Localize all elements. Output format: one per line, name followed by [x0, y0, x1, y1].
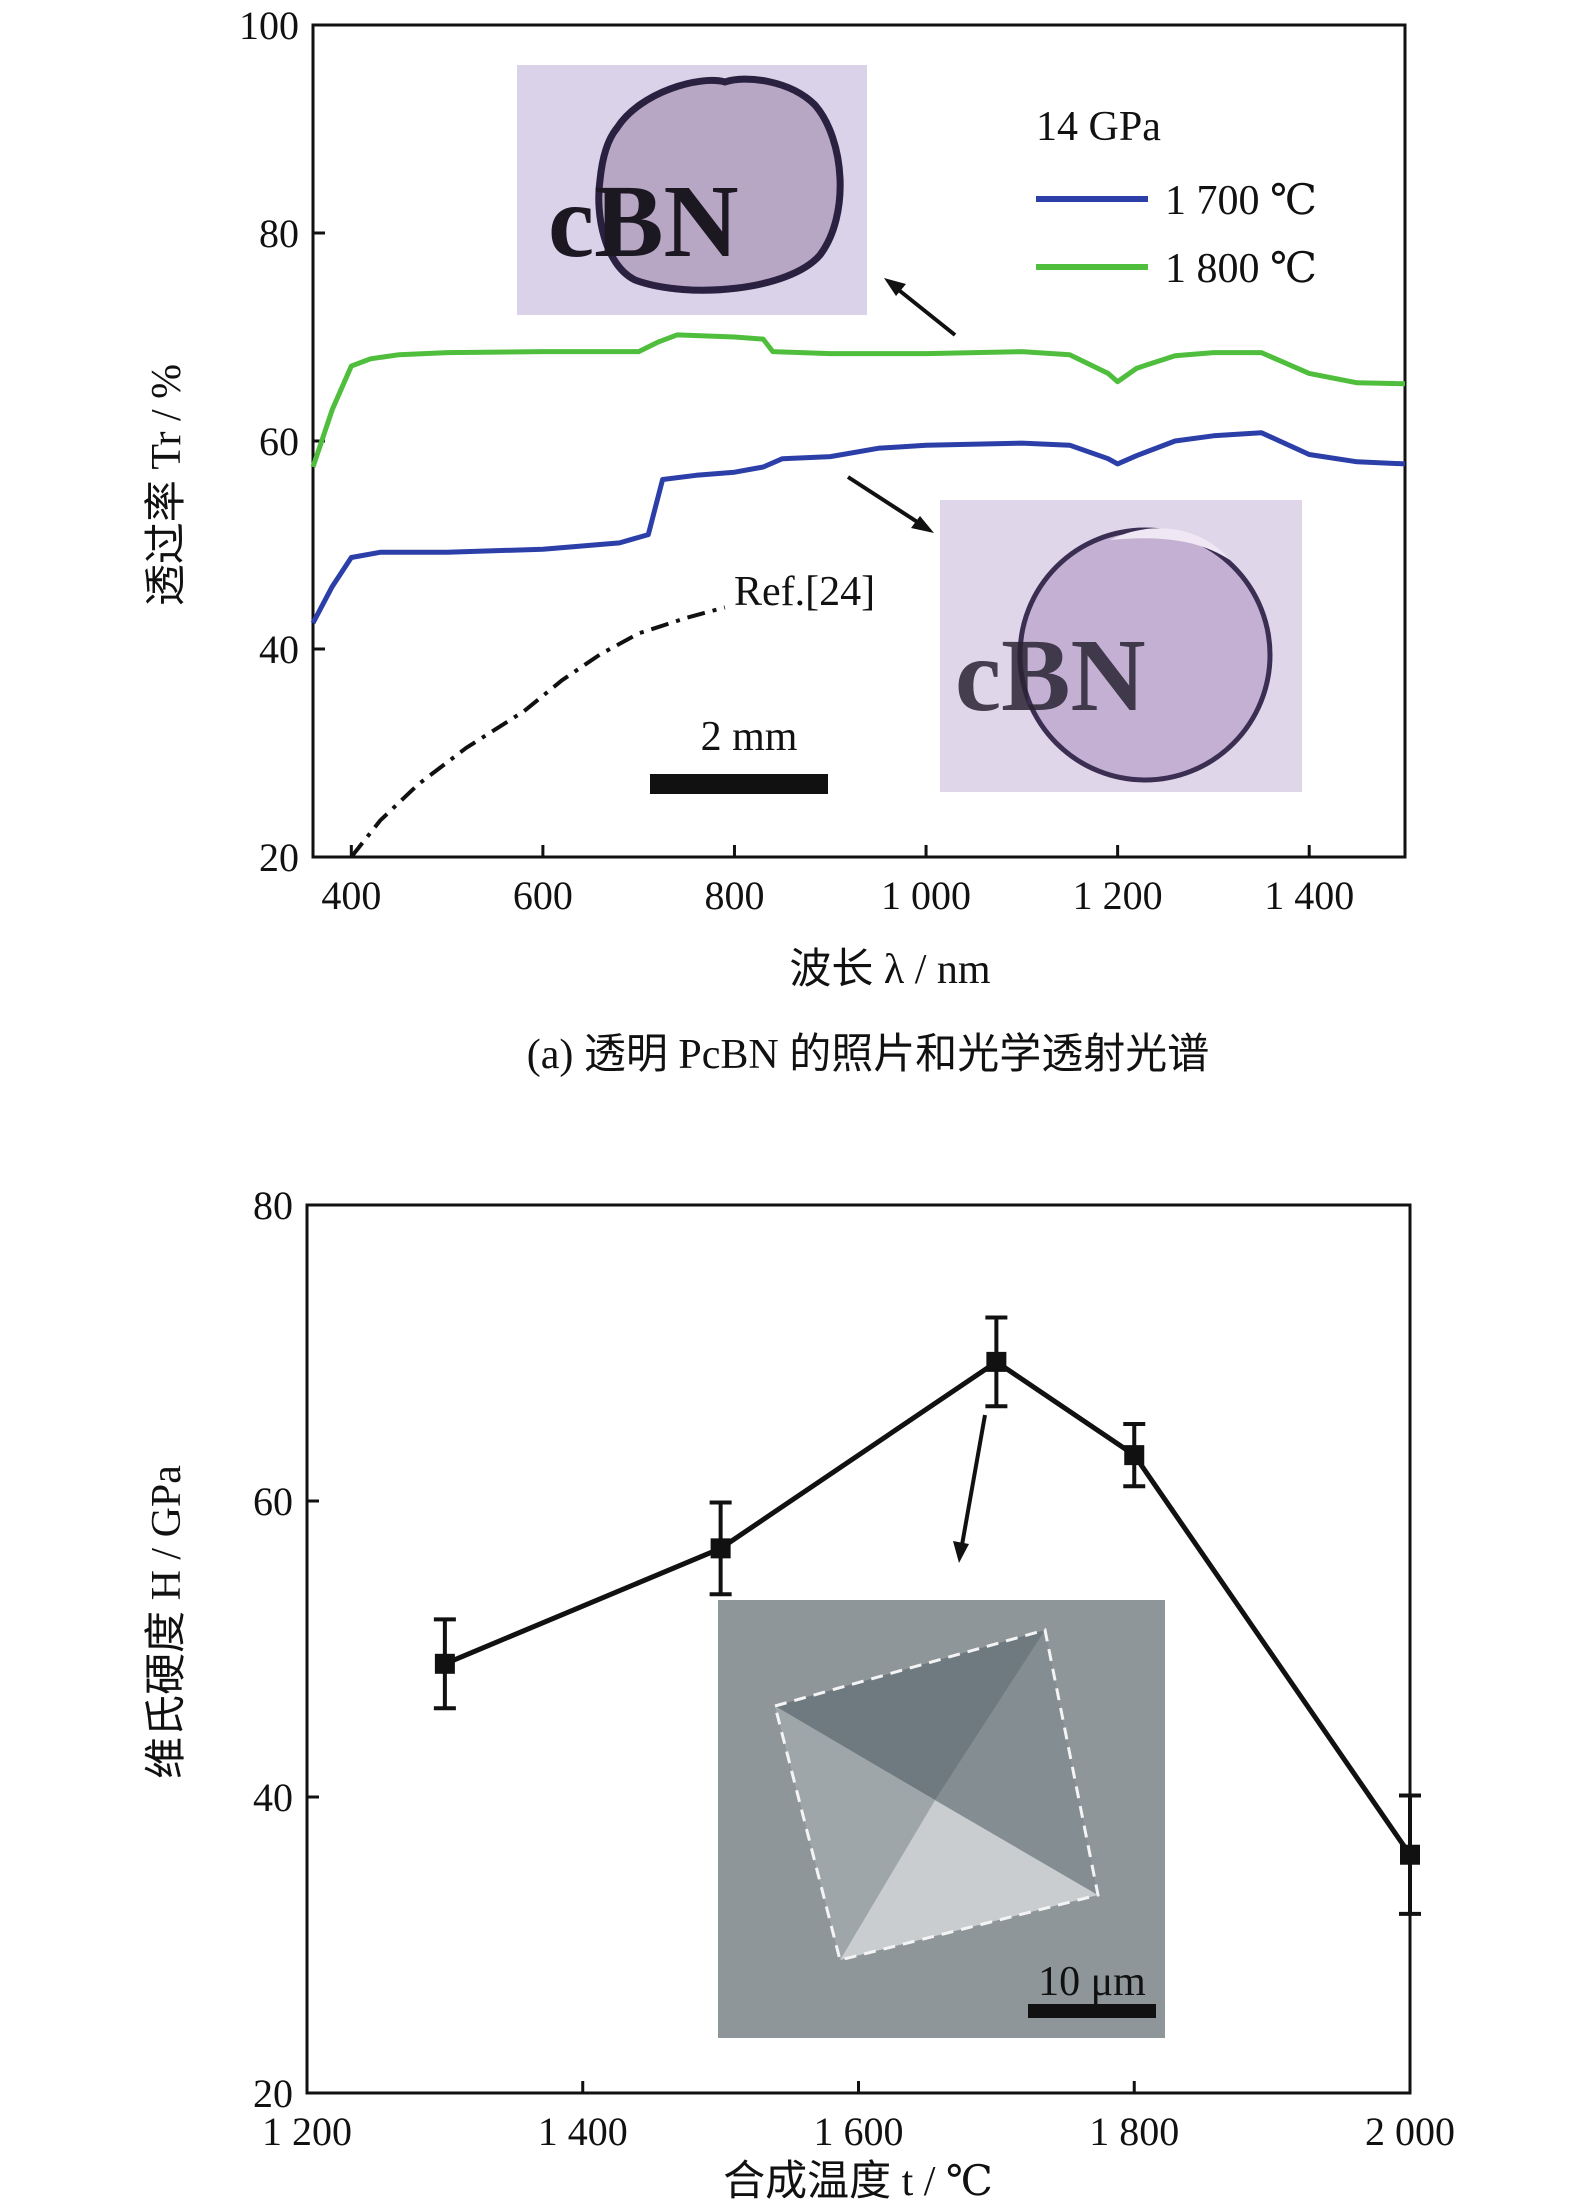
data-point-marker	[434, 1653, 455, 1674]
scale-bar-label-10um: 10 μm	[1038, 1959, 1146, 2005]
caption-a: (a) 透明 PcBN 的照片和光学透射光谱	[527, 1031, 1209, 1078]
axis-a-x-tick-label: 400	[321, 873, 381, 918]
legend-label-1800: 1 800 ℃	[1165, 246, 1317, 292]
scale-bar-label-2mm: 2 mm	[701, 714, 798, 760]
axis-b-x-tick-label: 2 000	[1365, 2109, 1455, 2154]
legend-label-1700: 1 700 ℃	[1165, 178, 1317, 224]
axis-a-x-tick-label: 1 400	[1264, 873, 1354, 918]
ref-label: Ref.[24]	[734, 569, 875, 615]
plot-area-a	[310, 332, 1406, 859]
axis-a-y-tick-label: 60	[259, 419, 299, 464]
axis-a-x-tick-label: 1 000	[881, 873, 971, 918]
axis-a-x-tick-label: 800	[704, 873, 764, 918]
series-line-s0	[310, 430, 1406, 625]
arrow-to-photo-bottom	[846, 475, 934, 533]
panel-b: 10 μm 1 200 1 400 1 600 1 800 2 00020406080 …	[144, 1183, 1455, 2205]
legend-a: 14 GPa 1 700 ℃ 1 800 ℃	[1036, 104, 1317, 292]
sample-photo-1700: cBN	[940, 500, 1302, 792]
data-point-marker	[1400, 1844, 1420, 1865]
axis-b-y-tick-label: 60	[253, 1479, 293, 1524]
legend-title: 14 GPa	[1036, 104, 1161, 150]
y-axis-label-b: 维氏硬度 H / GPa	[144, 1465, 190, 1779]
axis-b-x-tick-label: 1 800	[1089, 2109, 1179, 2154]
axes-b: 1 200 1 400 1 600 1 800 2 000 20 40 60 80	[253, 1183, 1455, 2154]
axis-b-x-tick-label: 1 200	[262, 2109, 352, 2154]
axis-a-y-tick-label: 80	[259, 211, 299, 256]
y-axis-label-a: 透过率 Tr / %	[143, 364, 190, 606]
axis-a-y-tick-label: 20	[259, 835, 299, 880]
axis-a-x-tick-label: 1 200	[1073, 873, 1163, 918]
data-point-marker	[710, 1538, 731, 1559]
arrow-to-photo-top	[884, 278, 957, 337]
axis-b-y-tick-label: 40	[253, 1775, 293, 1820]
axis-b-y-tick-label: 80	[253, 1183, 293, 1228]
sample-photo-1800: cBN	[517, 65, 867, 315]
series-line-ref	[349, 605, 726, 859]
cbn-label-bottom: cBN	[955, 618, 1146, 733]
panel-a: cBN cBN 400 600 800 1 000 1 200 1 400 20 40 60 80…	[143, 3, 1407, 1078]
axis-b-y-tick-label: 20	[253, 2071, 293, 2116]
plot-area-b	[433, 1315, 1421, 1916]
axis-a-y-tick-label: 40	[259, 627, 299, 672]
axis-a-y-tick-label: 100	[239, 3, 299, 48]
axes-a: 400 600 800 1 000 1 200 1 400 20 40 60 80 100	[239, 3, 1407, 918]
axis-b-x-tick-label: 1 600	[814, 2109, 904, 2154]
cbn-label-top: cBN	[548, 164, 739, 279]
data-point-marker	[1124, 1445, 1145, 1466]
data-point-marker	[986, 1351, 1007, 1372]
series-line-s1	[310, 332, 1406, 468]
arrow-to-sem-image	[953, 1414, 987, 1563]
sem-indent-image: 10 μm	[718, 1600, 1165, 2038]
scale-bar-2mm	[650, 774, 828, 794]
axis-b-x-tick-label: 1 400	[538, 2109, 628, 2154]
axis-a-x-tick-label: 600	[513, 873, 573, 918]
x-axis-label-a: 波长 λ / nm	[789, 947, 991, 993]
x-axis-label-b: 合成温度 t / ℃	[723, 2159, 993, 2205]
